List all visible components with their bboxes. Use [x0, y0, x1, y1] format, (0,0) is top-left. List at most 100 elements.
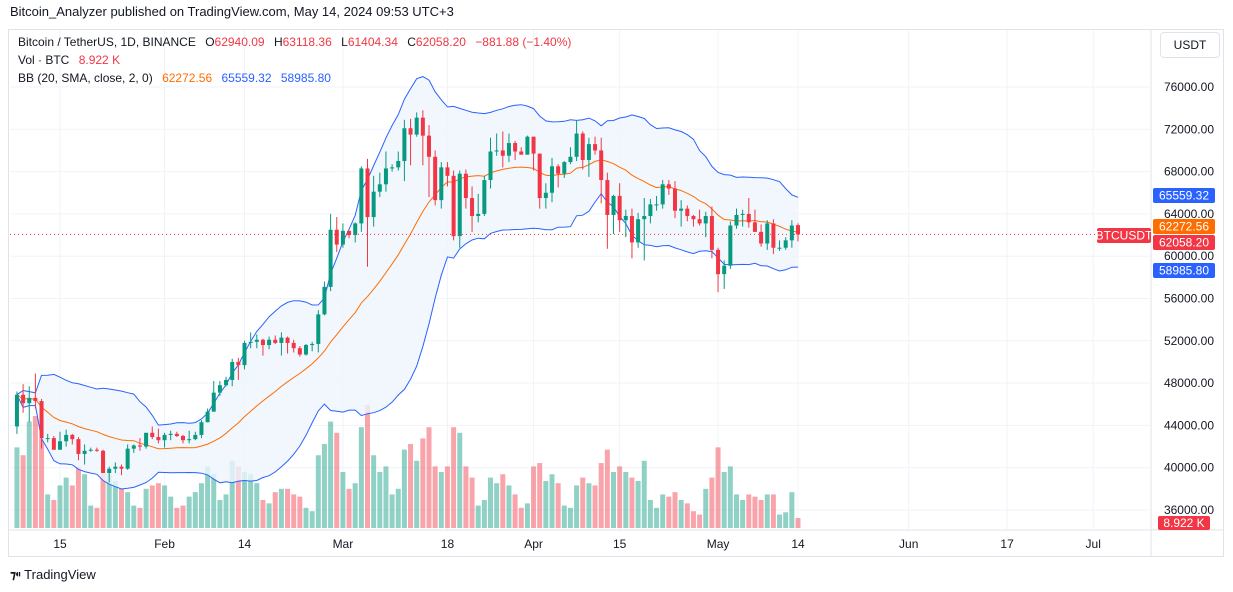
- candle: [666, 180, 671, 195]
- price-axis[interactable]: 76000.00 72000.00 68000.00 64000.00 60000.00…: [1164, 80, 1214, 517]
- volume-bar: [488, 477, 493, 528]
- y-tick-label: 40000.00: [1164, 461, 1214, 475]
- candle-body: [789, 225, 794, 241]
- volume-bar: [162, 485, 168, 528]
- candle-body: [709, 216, 714, 250]
- volume-bar: [174, 507, 180, 528]
- volume-bar: [254, 483, 260, 528]
- candle-body: [322, 286, 327, 315]
- currency-button[interactable]: USDT: [1160, 32, 1220, 58]
- candle-body: [599, 150, 604, 181]
- volume-bar: [678, 500, 684, 528]
- candle: [365, 158, 370, 267]
- candle: [199, 420, 204, 439]
- volume-bar: [475, 505, 481, 528]
- candle-body: [716, 249, 721, 275]
- svg-text:62058.20: 62058.20: [1159, 236, 1209, 250]
- candle: [685, 205, 690, 222]
- candle-body: [433, 156, 438, 201]
- candle: [267, 336, 272, 350]
- volume-bar: [334, 432, 340, 528]
- volume-bar: [303, 507, 309, 528]
- volume-bar: [598, 463, 604, 528]
- volume-bar: [444, 466, 450, 528]
- symbol-tag: BTCUSDT: [1096, 228, 1153, 243]
- candle-body: [211, 392, 216, 412]
- volume-bar: [703, 488, 709, 528]
- bb-upper-value: 65559.32: [221, 71, 272, 85]
- volume-label[interactable]: Vol · BTC: [18, 53, 70, 67]
- candle-body: [230, 361, 235, 380]
- symbol-title[interactable]: Bitcoin / TetherUS, 1D, BINANCE: [18, 35, 196, 49]
- candle-body: [310, 343, 315, 346]
- x-tick-label: Feb: [154, 537, 175, 551]
- candle-body: [224, 379, 229, 386]
- candle-body: [513, 143, 518, 152]
- tradingview-logo[interactable]: ⁊⁌ TradingView: [10, 567, 96, 582]
- candle: [88, 447, 93, 452]
- candle: [439, 162, 444, 209]
- volume-bar: [537, 463, 543, 528]
- candle-body: [531, 136, 536, 154]
- candle-body: [144, 432, 149, 447]
- candle-body: [279, 337, 284, 343]
- candle: [673, 181, 677, 219]
- volume-bar: [494, 483, 500, 528]
- candle: [94, 447, 99, 452]
- volume-bar: [131, 505, 137, 528]
- candle-body: [445, 167, 450, 176]
- volume-bar: [266, 503, 272, 528]
- candle-body: [242, 342, 247, 366]
- volume-bar: [414, 460, 420, 528]
- volume-bar: [611, 472, 616, 528]
- candle: [777, 240, 782, 251]
- candle: [396, 151, 401, 171]
- bb-label[interactable]: BB (20, SMA, close, 2, 0): [18, 71, 153, 85]
- candle: [556, 164, 561, 188]
- candle-body: [248, 341, 253, 343]
- candle: [101, 449, 106, 473]
- candle-body: [673, 188, 677, 211]
- bb-upper-tag: 65559.32: [1153, 188, 1215, 203]
- y-tick-label: 52000.00: [1164, 334, 1214, 348]
- candle: [537, 153, 542, 209]
- volume-bar: [112, 480, 118, 528]
- candle: [304, 343, 308, 356]
- candle-body: [291, 342, 296, 349]
- candle: [76, 437, 81, 461]
- candle: [377, 172, 382, 197]
- candle: [125, 444, 130, 470]
- volume-bar: [709, 477, 715, 528]
- candle: [550, 157, 554, 203]
- volume-bar: [758, 500, 764, 528]
- candle-body: [679, 208, 684, 211]
- volume-bar: [211, 474, 217, 528]
- candle-body: [654, 204, 659, 206]
- time-axis[interactable]: 15 Feb 14 Mar 18 Apr 15 May 14 Jun 17 Jul: [53, 537, 1101, 551]
- candle-body: [396, 161, 401, 168]
- candle: [506, 133, 511, 163]
- candle: [660, 180, 665, 209]
- candle: [119, 464, 124, 476]
- candle: [82, 444, 87, 465]
- candle: [765, 220, 770, 250]
- volume-bar: [438, 472, 444, 528]
- candle: [297, 346, 302, 357]
- candle-body: [70, 434, 75, 440]
- candle: [359, 166, 364, 232]
- logo-text: TradingView: [24, 567, 96, 582]
- volume-bar: [291, 494, 297, 528]
- publish-info: Bitcoin_Analyzer published on TradingVie…: [10, 4, 454, 19]
- x-tick-label: Mar: [333, 537, 354, 551]
- candle-body: [593, 144, 598, 151]
- candle: [525, 135, 530, 155]
- candle-body: [740, 213, 745, 215]
- candle: [593, 136, 598, 155]
- price-tags: 65559.32 62272.56 62058.20 BTCUSDT 58985.80 8…: [1096, 188, 1215, 530]
- candle: [605, 172, 610, 249]
- candle: [39, 398, 44, 449]
- candle-body: [285, 337, 290, 343]
- candle-body: [27, 397, 32, 404]
- candle: [156, 428, 161, 444]
